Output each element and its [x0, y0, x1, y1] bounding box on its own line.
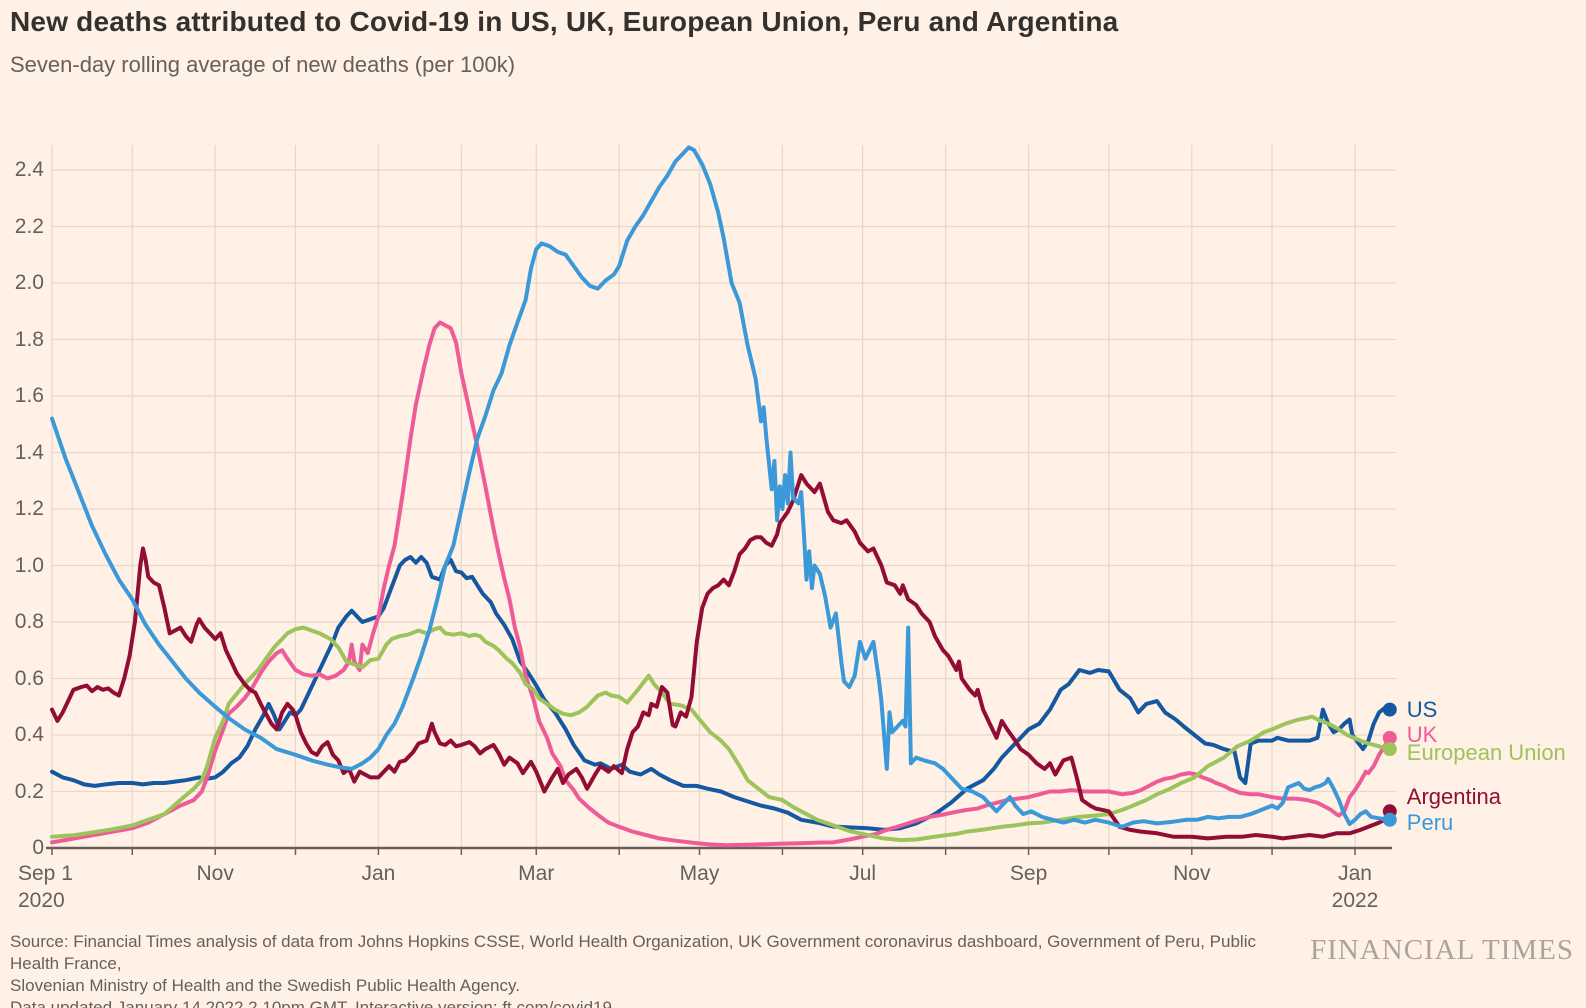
- chart-title: New deaths attributed to Covid-19 in US,…: [10, 6, 1119, 37]
- y-tick-label: 0.4: [14, 723, 44, 746]
- line-european-union: [50, 625, 1392, 843]
- x-tick-label: Jan: [361, 862, 396, 885]
- end-dot-european-union: [1382, 742, 1397, 757]
- series-label-us: US: [1406, 696, 1438, 722]
- y-tick-label: 0: [32, 836, 44, 859]
- series-label-uk: UK: [1406, 721, 1438, 747]
- x-tick-label: Mar: [518, 862, 555, 885]
- end-dot-uk: [1382, 730, 1397, 745]
- source-line-3: Data updated January 14 2022 2.10pm GMT.…: [10, 998, 612, 1008]
- x-tick-sublabel: 2022: [1331, 889, 1379, 912]
- series-label-european-union: European Union: [1406, 740, 1566, 766]
- chart-subtitle: Seven-day rolling average of new deaths …: [10, 52, 516, 77]
- y-tick-label: 1.2: [14, 497, 44, 520]
- x-tick-label: May: [679, 862, 720, 885]
- line-us: [50, 555, 1392, 832]
- series-label-peru: Peru: [1406, 809, 1454, 835]
- source-line-2: Slovenian Ministry of Health and the Swe…: [10, 976, 520, 995]
- series-label-argentina: Argentina: [1406, 784, 1501, 810]
- y-tick-label: 1.4: [14, 440, 44, 464]
- y-tick-label: 0.6: [14, 666, 44, 690]
- source-line-1: Source: Financial Times analysis of data…: [10, 932, 1256, 973]
- y-tick-label: 1.0: [14, 553, 44, 577]
- x-tick-label: Sep 1: [18, 862, 73, 885]
- end-dot-us: [1382, 702, 1397, 717]
- y-tick-label: 1.6: [14, 384, 44, 407]
- x-tick-label: Nov: [1173, 862, 1211, 885]
- y-tick-label: 1.8: [14, 327, 44, 351]
- y-tick-label: 0.8: [14, 610, 44, 633]
- financial-times-logo: FINANCIAL TIMES: [1310, 934, 1574, 966]
- line-argentina: [50, 473, 1392, 841]
- source-note: Source: Financial Times analysis of data…: [10, 931, 1290, 1008]
- line-peru: [50, 145, 1392, 829]
- x-tick-label: Sep: [1009, 862, 1048, 885]
- y-tick-label: 2.4: [14, 158, 44, 181]
- y-tick-label: 2.2: [14, 214, 44, 238]
- end-dot-peru: [1382, 812, 1397, 827]
- x-tick-label: Jul: [849, 862, 877, 885]
- x-tick-sublabel: 2020: [18, 889, 65, 912]
- x-tick-label: Jan: [1338, 862, 1372, 885]
- x-tick-label: Nov: [196, 862, 234, 885]
- y-tick-label: 2.0: [14, 271, 44, 294]
- line-uk: [50, 320, 1392, 848]
- y-tick-label: 0.2: [14, 779, 44, 803]
